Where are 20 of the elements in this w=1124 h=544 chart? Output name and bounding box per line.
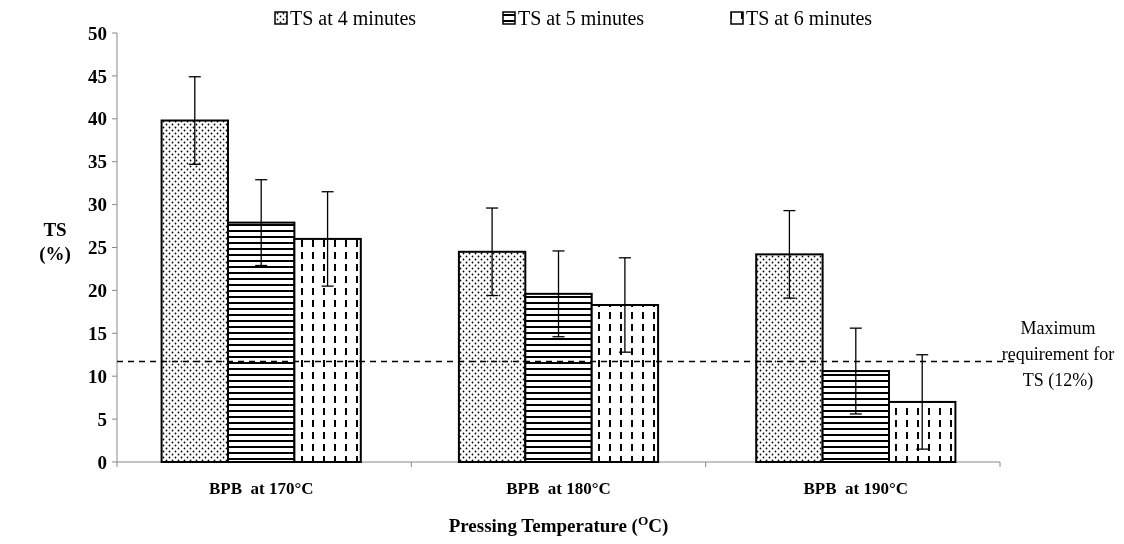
- y-axis-title: TS (%): [39, 218, 71, 265]
- y-tick-label: 15: [88, 322, 107, 344]
- y-tick-label: 5: [97, 408, 107, 430]
- y-tick-label: 10: [88, 365, 107, 387]
- legend-label: TS at 6 minutes: [746, 7, 873, 29]
- x-tick-label: BPB at 190°C: [803, 479, 909, 498]
- y-tick-label: 40: [88, 108, 107, 130]
- y-tick-label: 50: [88, 22, 107, 44]
- y-tick-label: 35: [88, 151, 107, 173]
- y-tick-label: 0: [97, 451, 107, 473]
- ref-line-label: Maximum requirement for TS (12%): [1001, 317, 1115, 391]
- x-tick-label: BPB at 170°C: [208, 479, 314, 498]
- y-tick-label: 45: [88, 65, 107, 87]
- x-axis-title: Pressing Temperature ($^{O}$C): [448, 512, 669, 537]
- y-tick-label: 25: [88, 237, 107, 259]
- y-tick-label: 30: [88, 194, 107, 216]
- x-tick-label: BPB at 180°C: [506, 479, 611, 498]
- y-tick-label: 20: [88, 280, 107, 302]
- legend-label: TS at 4 minutes: [290, 7, 417, 29]
- legend-label: TS at 5 minutes: [518, 7, 645, 29]
